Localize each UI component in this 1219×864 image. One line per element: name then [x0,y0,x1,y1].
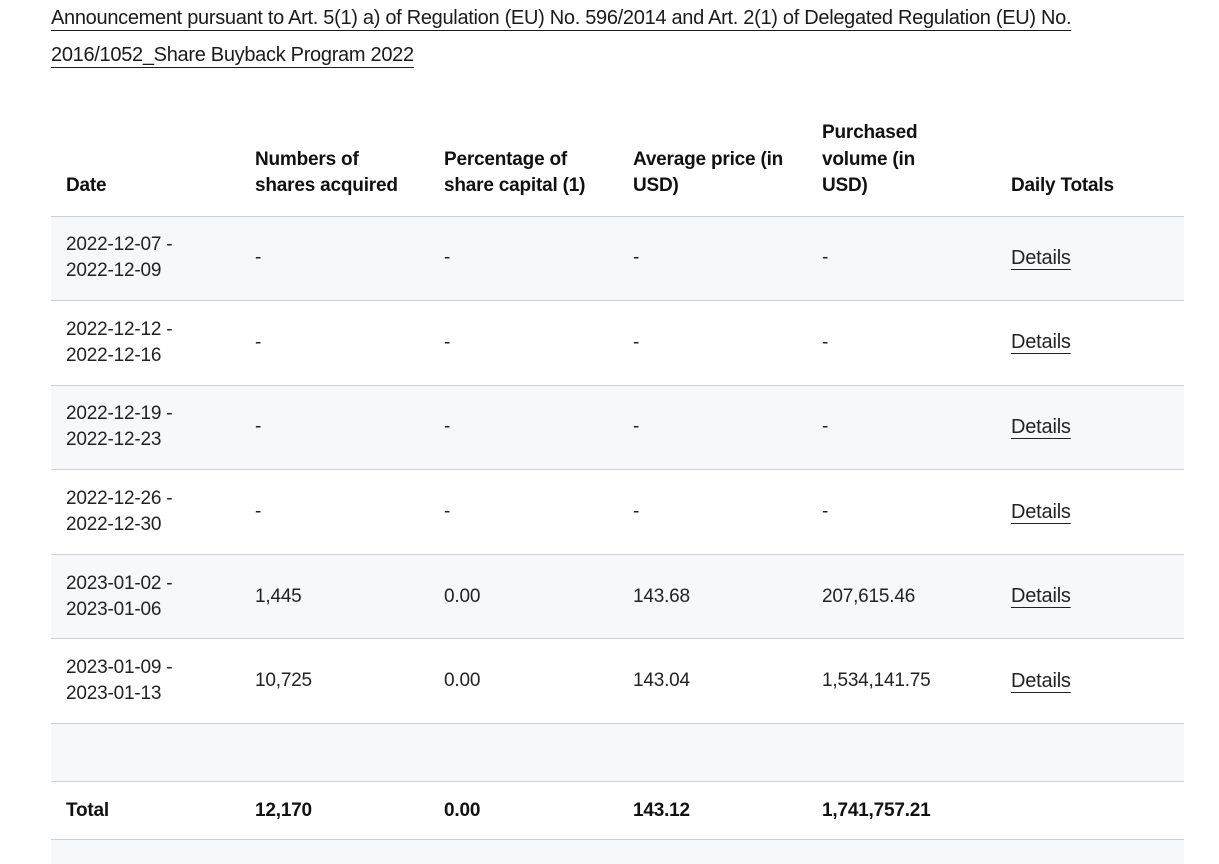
header-daily-totals-label: Daily Totals [1011,175,1114,196]
details-link[interactable]: Details [1011,246,1071,269]
table-row: 2022-12-19 - 2022-12-23 - - - - Details [51,385,1184,471]
cell-volume: - [807,216,996,302]
cell-details: Details [996,216,1184,302]
details-link[interactable]: Details [1011,585,1071,608]
cell-average-price: 143.68 [618,554,807,640]
date-start: 2022-12-07 - [66,234,173,256]
table-row: 2022-12-26 - 2022-12-30 - - - - Details [51,469,1184,555]
header-date: Date [51,110,240,217]
cell-volume: - [807,300,996,386]
cell-average-price: - [618,385,807,471]
total-percentage: 0.00 [429,781,618,841]
header-date-label: Date [66,175,107,196]
date-end: 2023-01-06 [66,598,162,620]
cell-average-price: - [618,469,807,555]
cell-volume: - [807,469,996,555]
share-buyback-table: Date Numbers of shares acquired Percenta… [51,110,1184,864]
cell-date: 2022-12-12 - 2022-12-16 [51,300,240,386]
cell-details: Details [996,300,1184,386]
table-row: 2022-12-07 - 2022-12-09 - - - - Details [51,216,1184,302]
cell-shares: - [240,385,429,471]
total-volume: 1,741,757.21 [807,781,996,841]
header-shares: Numbers of shares acquired [240,110,429,217]
header-volume: Purchased volume (in USD) [807,110,996,217]
total-label: Total [51,781,240,841]
details-link[interactable]: Details [1011,415,1071,438]
cell-shares: - [240,469,429,555]
header-percentage-label: Percentage of share capital (1) [444,148,586,197]
date-end: 2023-01-13 [66,683,162,705]
cell-shares: - [240,216,429,302]
date-start: 2022-12-12 - [66,318,173,340]
details-link[interactable]: Details [1011,331,1071,354]
cell-average-price: - [618,300,807,386]
cell-shares: 1,445 [240,554,429,640]
cell-details: Details [996,638,1184,725]
cell-date: 2023-01-02 - 2023-01-06 [51,554,240,640]
cell-shares: 10,725 [240,638,429,725]
header-volume-label: Purchased volume (in USD) [822,122,918,196]
details-link[interactable]: Details [1011,669,1071,692]
cell-percentage: - [429,385,618,471]
trailing-row [51,839,1184,864]
header-average-price-label: Average price (in USD) [633,148,784,197]
cell-volume: 207,615.46 [807,554,996,640]
total-average-price: 143.12 [618,781,807,841]
table-row: 2023-01-09 - 2023-01-13 10,725 0.00 143.0… [51,638,1184,725]
cell-date: 2022-12-26 - 2022-12-30 [51,469,240,555]
date-start: 2022-12-19 - [66,403,173,425]
details-link[interactable]: Details [1011,500,1071,523]
spacer-row [51,723,1184,783]
cell-percentage: - [429,469,618,555]
date-end: 2022-12-09 [66,260,162,282]
header-shares-label: Numbers of shares acquired [255,148,398,197]
spacer-cell [51,723,1184,783]
header-average-price: Average price (in USD) [618,110,807,217]
total-row: Total 12,170 0.00 143.12 1,741,757.21 [51,781,1184,841]
cell-details: Details [996,469,1184,555]
cell-shares: - [240,300,429,386]
table-row: 2023-01-02 - 2023-01-06 1,445 0.00 143.68… [51,554,1184,640]
announcement-link[interactable]: Announcement pursuant to Art. 5(1) a) of… [51,7,1072,66]
date-start: 2023-01-09 - [66,657,173,679]
cell-percentage: 0.00 [429,638,618,725]
date-end: 2022-12-30 [66,514,162,536]
date-start: 2023-01-02 - [66,572,173,594]
trailing-cell [51,840,1184,864]
table-header-row: Date Numbers of shares acquired Percenta… [51,110,1184,217]
header-daily-totals: Daily Totals [996,110,1184,217]
cell-date: 2022-12-19 - 2022-12-23 [51,385,240,471]
cell-average-price: 143.04 [618,638,807,725]
total-daily-totals [996,781,1184,841]
announcement-heading: Announcement pursuant to Art. 5(1) a) of… [51,0,1151,74]
cell-date: 2022-12-07 - 2022-12-09 [51,216,240,302]
date-start: 2022-12-26 - [66,488,173,510]
table-row: 2022-12-12 - 2022-12-16 - - - - Details [51,300,1184,386]
cell-percentage: - [429,300,618,386]
cell-details: Details [996,554,1184,640]
cell-percentage: 0.00 [429,554,618,640]
cell-percentage: - [429,216,618,302]
date-end: 2022-12-23 [66,429,162,451]
cell-average-price: - [618,216,807,302]
cell-volume: 1,534,141.75 [807,638,996,725]
date-end: 2022-12-16 [66,344,162,366]
cell-details: Details [996,385,1184,471]
total-shares: 12,170 [240,781,429,841]
cell-date: 2023-01-09 - 2023-01-13 [51,638,240,725]
header-percentage: Percentage of share capital (1) [429,110,618,217]
cell-volume: - [807,385,996,471]
